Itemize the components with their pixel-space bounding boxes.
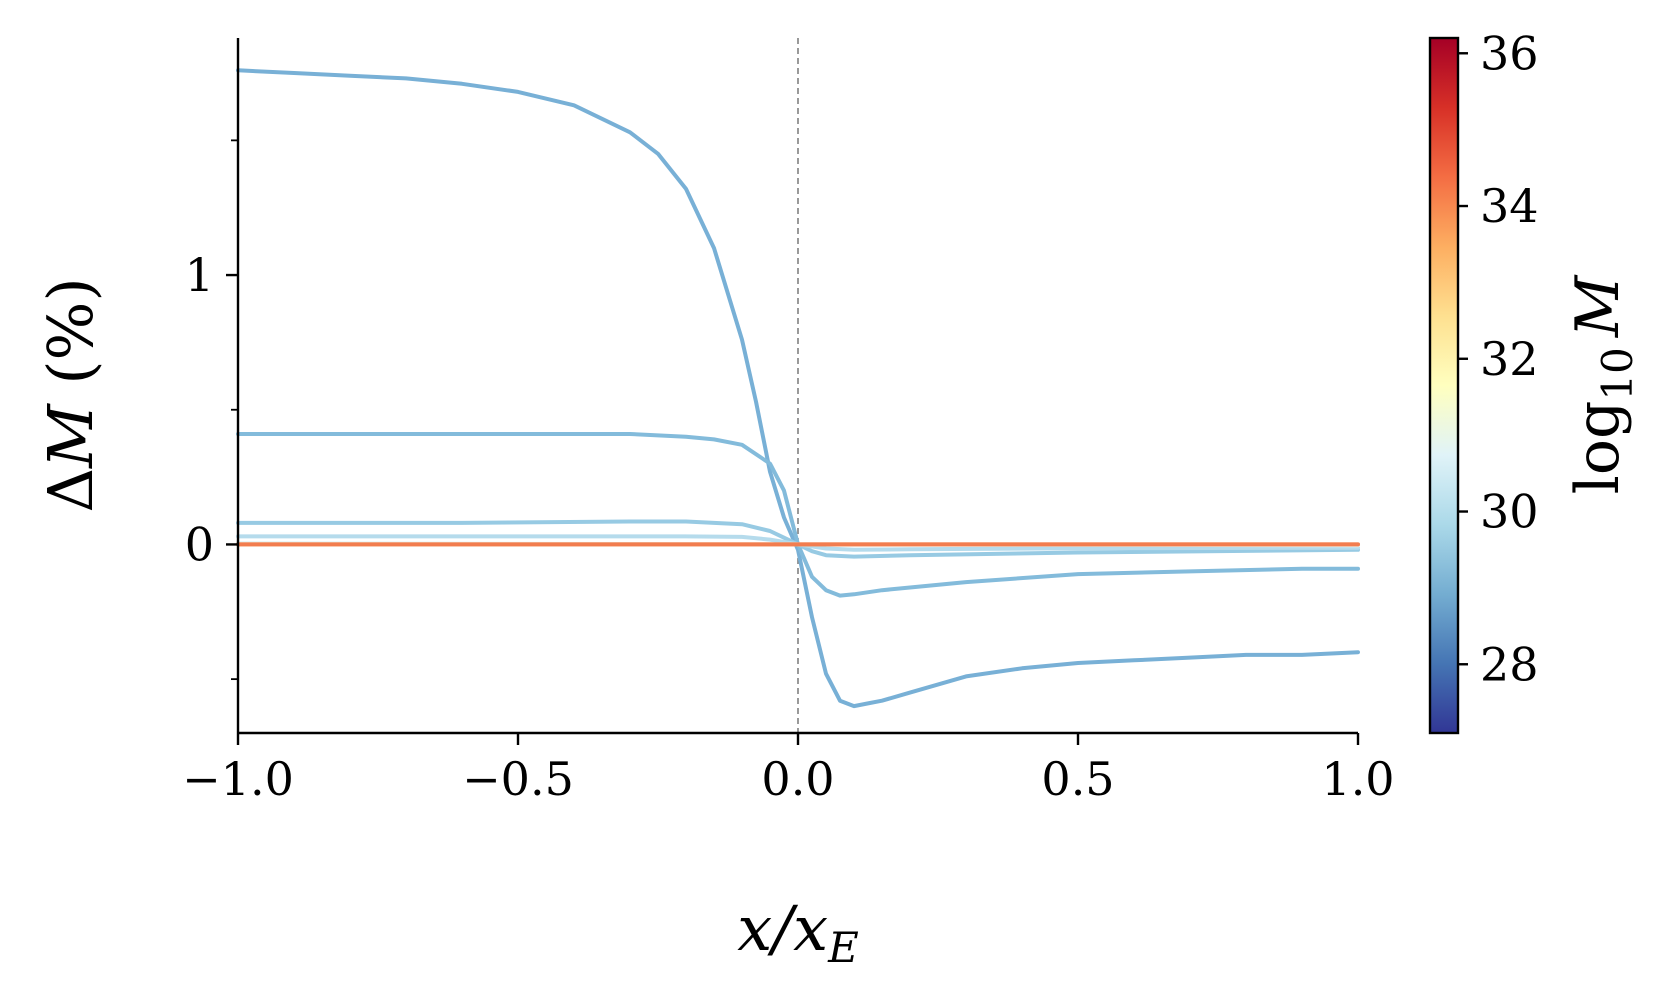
x-tick-label: 1.0	[1321, 752, 1394, 806]
series-line-3	[236, 519, 1360, 559]
colorbar-scale	[1428, 36, 1460, 735]
y-tick-label: 0	[185, 517, 214, 571]
series-group	[236, 68, 1360, 709]
colorbar-label: log10 M	[1563, 274, 1642, 494]
x-tick-label: 0.5	[1041, 752, 1114, 806]
colorbar-tick-label: 34	[1480, 179, 1539, 233]
colorbar-ticks: 28 30 32 34 36	[1458, 26, 1539, 691]
colorbar-label-var: M	[1563, 274, 1633, 338]
colorbar-tick-label: 30	[1480, 485, 1539, 539]
x-tick-label: −1.0	[182, 752, 294, 806]
x-axis-ticks: −1.0 −0.5 0.0 0.5 1.0	[182, 733, 1395, 806]
plot-area	[236, 38, 1360, 733]
colorbar-tick-label: 36	[1480, 26, 1539, 80]
series-line-1	[236, 68, 1360, 709]
colorbar: 28 30 32 34 36 log10 M	[1428, 26, 1642, 735]
colorbar-label-sub: 10	[1593, 347, 1642, 400]
colorbar-tick-label: 28	[1480, 637, 1539, 691]
colorbar-tick-label: 32	[1480, 332, 1539, 386]
y-tick-label: 1	[185, 248, 214, 302]
x-axis-label: x/xE	[737, 892, 859, 972]
x-tick-label: 0.0	[761, 752, 834, 806]
colorbar-label-log: log	[1563, 401, 1633, 495]
y-axis-ticks: 01	[185, 139, 238, 681]
x-tick-label: −0.5	[462, 752, 574, 806]
y-axis-label: ΔM (%)	[34, 277, 107, 512]
series-line-2	[236, 432, 1360, 598]
